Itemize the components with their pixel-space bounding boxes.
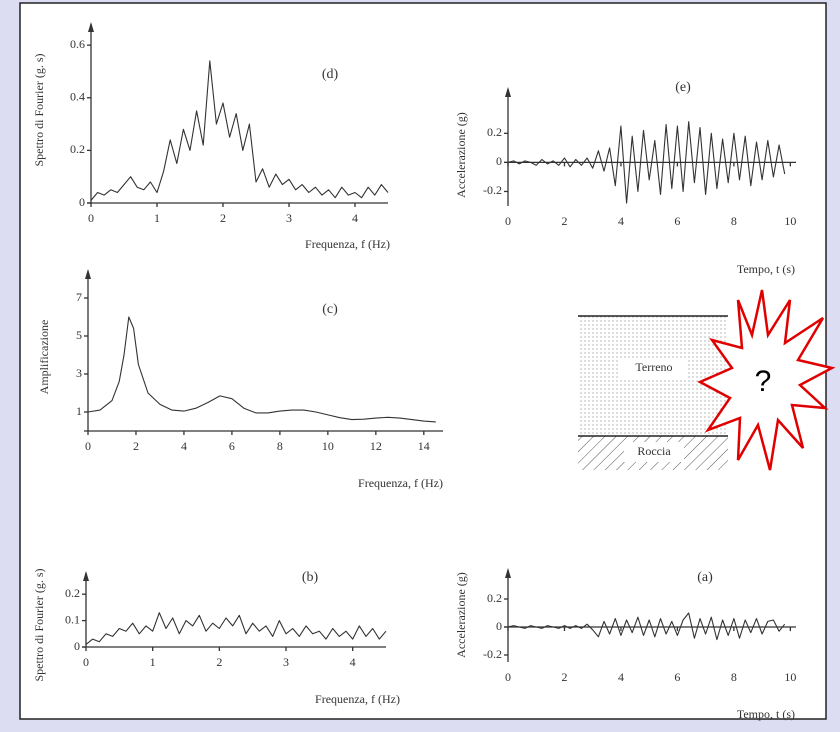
x-tick-label: 2: [561, 214, 567, 228]
x-axis-label: Tempo, t (s): [737, 262, 795, 276]
y-tick-label: -0.2: [483, 647, 502, 661]
x-tick-label: 6: [229, 439, 235, 453]
x-tick-label: 0: [85, 439, 91, 453]
y-tick-label: 0.1: [65, 612, 80, 626]
y-tick-label: -0.2: [483, 183, 502, 197]
axis-arrow: [88, 22, 94, 32]
x-tick-label: 0: [505, 670, 511, 684]
y-tick-label: 0.2: [70, 142, 85, 156]
series-line: [90, 60, 389, 201]
y-axis-label: Accelerazione (g): [454, 112, 468, 198]
label-bg: [620, 358, 688, 378]
x-tick-label: 10: [784, 214, 796, 228]
panel-title: (e): [675, 80, 691, 95]
x-tick-label: 0: [83, 655, 89, 669]
series-line: [87, 316, 436, 423]
x-tick-label: 4: [352, 211, 358, 225]
x-tick-label: 0: [88, 211, 94, 225]
y-axis-label: Accelerazione (g): [454, 572, 468, 658]
x-tick-label: 6: [674, 670, 680, 684]
x-tick-label: 6: [674, 214, 680, 228]
series-line: [507, 121, 786, 204]
x-axis-label: Frequenza, f (Hz): [315, 692, 400, 706]
x-tick-label: 4: [618, 214, 624, 228]
y-tick-label: 0: [496, 154, 502, 168]
y-tick-label: 0.6: [70, 37, 85, 51]
x-tick-label: 10: [784, 670, 796, 684]
y-tick-label: 0: [79, 195, 85, 209]
x-tick-label: 8: [731, 214, 737, 228]
series-line: [507, 612, 786, 641]
question-mark: ?: [755, 365, 772, 398]
chart: -0.200.20 2 4 6 8 10(a)Tempo, t (s)Accelerazi…: [454, 568, 796, 721]
chart: 1 3 5 7 0 2 4 6 8 10 12 14 (c) Frequenza, f (Hz) Ampli…: [37, 269, 443, 490]
x-tick-label: 2: [133, 439, 139, 453]
series-line: [85, 612, 387, 645]
x-tick-label: 4: [618, 670, 624, 684]
axis-arrow: [85, 269, 91, 279]
y-tick-label: 7: [76, 290, 82, 304]
y-tick-label: 0: [74, 639, 80, 653]
x-tick-label: 3: [283, 655, 289, 669]
x-tick-label: 8: [277, 439, 283, 453]
y-tick-label: 5: [76, 328, 82, 342]
x-tick-label: 8: [731, 670, 737, 684]
x-axis-label: Frequenza, f (Hz): [358, 476, 443, 490]
axis-arrow: [505, 568, 511, 578]
x-tick-label: 2: [220, 211, 226, 225]
panel-title: (c): [322, 302, 338, 317]
x-tick-label: 3: [286, 211, 292, 225]
x-tick-label: 0: [505, 214, 511, 228]
chart: 0 0.2 0.4 0.6 0 1 2 3 4 (d) Frequenza, f (Hz) Spett…: [32, 22, 390, 251]
y-tick-label: 1: [76, 404, 82, 418]
soil-label: Terreno: [635, 360, 672, 374]
y-tick-label: 0.2: [487, 125, 502, 139]
x-axis-label: Tempo, t (s): [737, 707, 795, 721]
x-tick-label: 1: [154, 211, 160, 225]
starburst: [697, 289, 836, 471]
x-tick-label: 4: [350, 655, 356, 669]
axis-arrow: [83, 571, 89, 581]
x-tick-label: 14: [418, 439, 430, 453]
panel-title: (b): [302, 570, 319, 585]
panel-title: (a): [697, 570, 713, 585]
y-axis-label: Spettro di Fourier (g. s): [32, 54, 46, 167]
y-tick-label: 0.2: [65, 586, 80, 600]
chart: 0 0.1 0.2 0 1 2 3 4 (b) Frequenza, f (Hz) Spettro …: [32, 569, 400, 706]
x-tick-label: 1: [150, 655, 156, 669]
y-tick-label: 3: [76, 366, 82, 380]
chart: -0.2 0 0.2 0 2 4 6 8 10 (e) Tempo, t (s) Accelerazi…: [454, 80, 797, 276]
x-tick-label: 2: [216, 655, 222, 669]
y-axis-label: Spettro di Fourier (g. s): [32, 569, 46, 682]
axis-arrow: [505, 87, 511, 97]
rock-label: Roccia: [637, 444, 671, 458]
panel-title: (d): [322, 67, 339, 82]
x-tick-label: 10: [322, 439, 334, 453]
label-bg: [624, 442, 684, 462]
x-tick-label: 2: [561, 670, 567, 684]
x-tick-label: 4: [181, 439, 187, 453]
y-tick-label: 0.2: [487, 591, 502, 605]
x-tick-label: 12: [370, 439, 382, 453]
soil-diagram: Terreno Roccia: [578, 315, 728, 470]
y-tick-label: 0.4: [70, 90, 85, 104]
x-axis-label: Frequenza, f (Hz): [305, 237, 390, 251]
y-axis-label: Amplificazione: [37, 320, 51, 395]
y-tick-label: 0: [496, 619, 502, 633]
